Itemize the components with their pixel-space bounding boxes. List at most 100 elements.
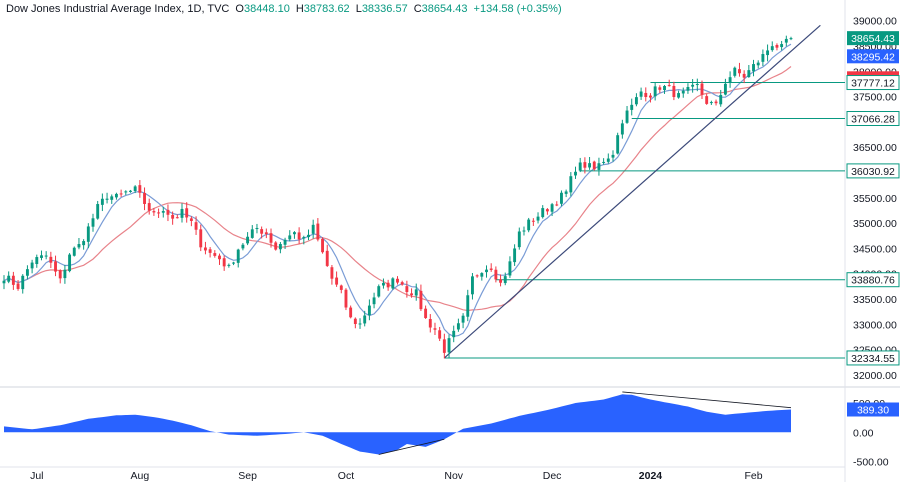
candle-body <box>630 104 634 110</box>
candle-body <box>358 323 362 325</box>
candle-body <box>166 209 170 215</box>
time-axis-label: Feb <box>744 470 762 482</box>
price-axis-tick-label: 36500.00 <box>853 142 897 154</box>
price-axis-tick-label: 34500.00 <box>853 243 897 255</box>
candle-body <box>606 158 610 162</box>
candle-body <box>194 222 198 230</box>
candle-body <box>667 85 671 87</box>
candle-body <box>11 275 15 285</box>
candle-body <box>672 85 676 97</box>
candle-body <box>541 208 545 218</box>
price-axis-tick-label: 32000.00 <box>853 370 897 382</box>
price-badge: 36030.92 <box>846 163 900 179</box>
price-badge-box <box>846 272 900 288</box>
candle-body <box>770 46 774 51</box>
price-badge-box <box>847 31 899 46</box>
candle-body <box>611 154 615 158</box>
high-value: 38783.62 <box>303 3 350 15</box>
oscillator-value-badge <box>847 402 899 417</box>
candle-body <box>54 261 57 272</box>
price-badge: 32334.55 <box>846 350 900 366</box>
candle-body <box>250 229 254 238</box>
candle-body <box>283 239 287 245</box>
candle-body <box>574 171 577 176</box>
candle-body <box>344 289 348 308</box>
candle-body <box>756 62 760 66</box>
candle-body <box>171 214 175 219</box>
candle-body <box>419 290 423 310</box>
candle-body <box>382 282 385 286</box>
candle-body <box>91 218 95 227</box>
candle-body <box>700 83 704 95</box>
price-badge-box <box>846 163 900 179</box>
candle-body <box>489 268 493 270</box>
candle-body <box>639 91 643 97</box>
candle-body <box>513 248 517 263</box>
candle-body <box>30 262 34 269</box>
candle-body <box>569 176 573 193</box>
oscillator-axis-tick-label: -500.00 <box>853 456 889 468</box>
candle-body <box>677 93 681 98</box>
candle-body <box>663 85 666 91</box>
candle-body <box>110 196 114 200</box>
price-badge-label: 33880.76 <box>851 275 895 287</box>
candle-body <box>485 269 488 273</box>
candle-body <box>241 244 245 249</box>
candle-body <box>114 193 118 198</box>
candle-body <box>311 224 315 234</box>
price-badge-label: 37777.12 <box>851 78 895 90</box>
candle-body <box>302 237 306 239</box>
candle-body <box>246 236 250 244</box>
time-axis-label: Dec <box>543 470 562 482</box>
candle-body <box>222 258 226 267</box>
candle-body <box>649 95 652 98</box>
candle-body <box>784 38 788 43</box>
candle-body <box>545 209 549 212</box>
candle-body <box>339 285 343 290</box>
candle-body <box>292 232 296 235</box>
candle-body <box>461 315 465 323</box>
candle-body <box>405 286 409 293</box>
candle-body <box>438 330 442 339</box>
candle-body <box>564 191 568 194</box>
price-badge: 37777.12 <box>846 75 900 91</box>
time-axis-label: Sep <box>238 470 257 482</box>
candle-body <box>157 212 161 214</box>
price-badge: 38654.43 <box>847 31 899 46</box>
candle-body <box>72 247 76 256</box>
time-axis-label: 2024 <box>639 470 663 482</box>
candle-body <box>175 217 179 219</box>
candle-body <box>522 230 526 232</box>
divergence-line <box>378 438 445 455</box>
price-axis-tick-label: 35500.00 <box>853 193 897 205</box>
price-badge-label: 38654.43 <box>851 33 895 45</box>
candle-body <box>583 162 587 168</box>
candle-body <box>185 208 189 218</box>
candle-body <box>349 307 353 318</box>
trendline <box>443 24 821 359</box>
candle-body <box>105 198 109 200</box>
open-value: 38448.10 <box>243 3 290 15</box>
candle-body <box>180 208 184 218</box>
candle-body <box>16 283 20 289</box>
candle-body <box>227 264 231 266</box>
candle-body <box>143 192 146 204</box>
candle-body <box>353 318 357 325</box>
candle-body <box>686 87 690 91</box>
price-axis-tick-label: 33500.00 <box>853 294 897 306</box>
candle-body <box>321 238 324 253</box>
candle-body <box>152 211 156 213</box>
low-label: L <box>355 3 362 15</box>
candle-body <box>410 293 413 296</box>
candle-body <box>761 54 765 62</box>
candle-body <box>597 163 601 170</box>
candle-body <box>367 305 371 316</box>
time-axis-label: Aug <box>131 470 150 482</box>
price-axis-tick-label: 33000.00 <box>853 319 897 331</box>
candle-body <box>133 186 137 191</box>
candle-body <box>307 234 310 238</box>
candle-body <box>274 242 278 250</box>
candle-body <box>7 275 11 282</box>
candle-body <box>414 289 418 296</box>
